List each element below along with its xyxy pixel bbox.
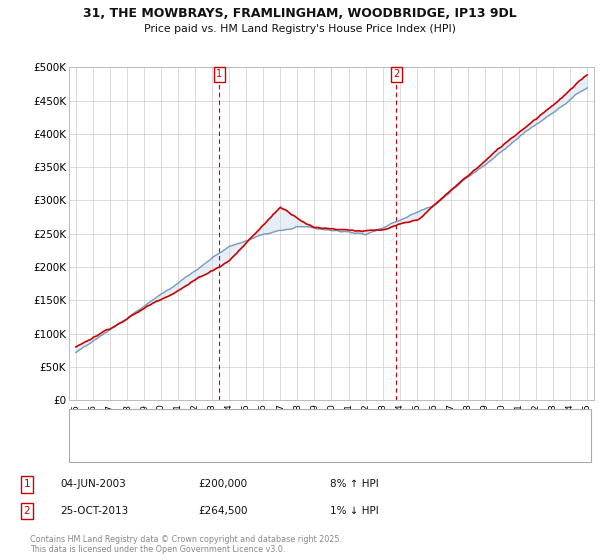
- Text: 1: 1: [23, 479, 31, 489]
- Text: Contains HM Land Registry data © Crown copyright and database right 2025.
This d: Contains HM Land Registry data © Crown c…: [30, 535, 342, 554]
- Text: 2: 2: [394, 69, 400, 79]
- Text: 04-JUN-2003: 04-JUN-2003: [60, 479, 126, 489]
- Text: 8% ↑ HPI: 8% ↑ HPI: [330, 479, 379, 489]
- Text: £264,500: £264,500: [198, 506, 248, 516]
- Text: £200,000: £200,000: [198, 479, 247, 489]
- Text: 31, THE MOWBRAYS, FRAMLINGHAM, WOODBRIDGE, IP13 9DL: 31, THE MOWBRAYS, FRAMLINGHAM, WOODBRIDG…: [83, 7, 517, 20]
- Text: 25-OCT-2013: 25-OCT-2013: [60, 506, 128, 516]
- Text: 1% ↓ HPI: 1% ↓ HPI: [330, 506, 379, 516]
- Text: 1: 1: [216, 69, 223, 79]
- Text: 2: 2: [23, 506, 31, 516]
- Text: HPI: Average price, detached house, East Suffolk: HPI: Average price, detached house, East…: [121, 444, 353, 453]
- Text: 31, THE MOWBRAYS, FRAMLINGHAM, WOODBRIDGE, IP13 9DL (detached house): 31, THE MOWBRAYS, FRAMLINGHAM, WOODBRIDG…: [121, 419, 500, 428]
- Text: ———: ———: [84, 442, 121, 455]
- Text: ———: ———: [84, 417, 121, 430]
- Text: Price paid vs. HM Land Registry's House Price Index (HPI): Price paid vs. HM Land Registry's House …: [144, 24, 456, 34]
